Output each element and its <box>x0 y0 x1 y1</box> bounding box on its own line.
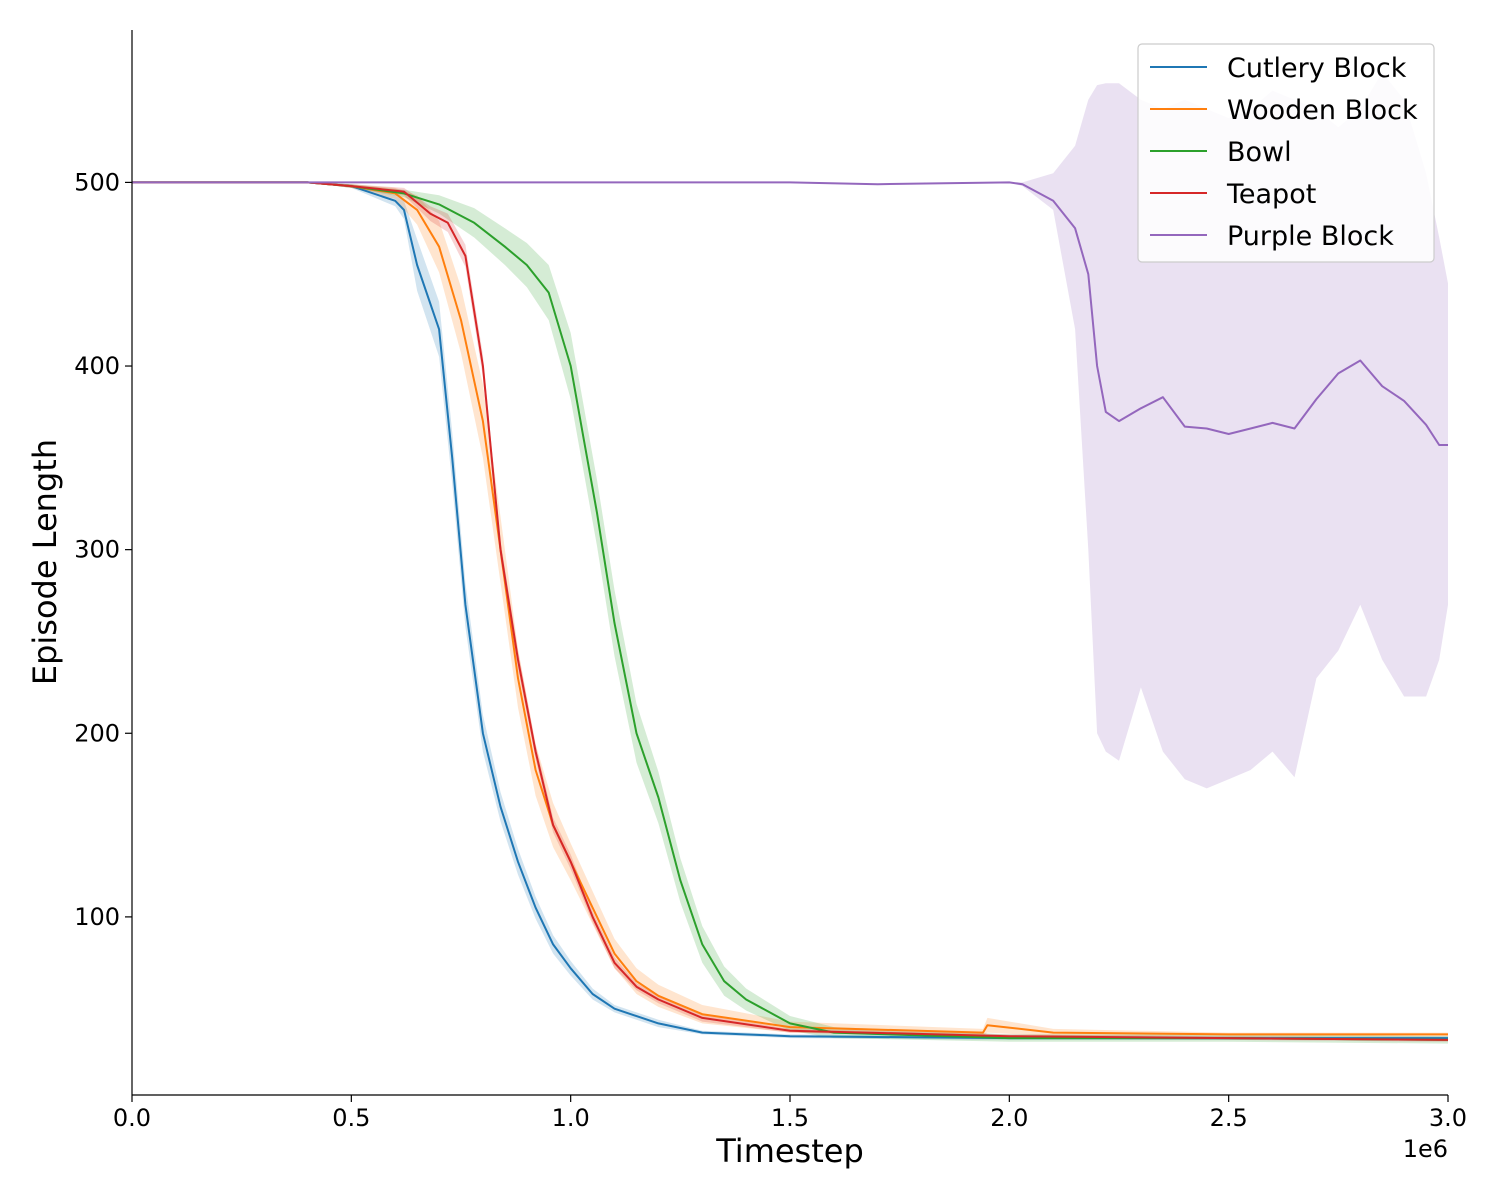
bowl-line <box>132 181 1449 1041</box>
y-tick-label: 200 <box>74 719 120 747</box>
legend: Cutlery Block Wooden Block Bowl Teapot Purpl… <box>1137 43 1435 263</box>
x-tick-label: 0.0 <box>113 1104 151 1132</box>
y-tick-label: 300 <box>74 536 120 564</box>
y-axis-title: Episode Length <box>26 439 64 685</box>
wooden-block-legend-label: Wooden Block <box>1227 95 1418 126</box>
x-tick-label: 1.0 <box>552 1104 590 1132</box>
cutlery-block-line <box>132 181 1448 1040</box>
x-axis-title: Timestep <box>715 1132 864 1170</box>
purple-block-band <box>132 72 1448 789</box>
teapot-line <box>132 181 1449 1041</box>
series-lines <box>132 181 1449 1041</box>
x-ticks: 0.0 0.5 1.0 1.5 2.0 2.5 3.0 <box>113 1095 1467 1132</box>
legend-box <box>1137 43 1435 263</box>
x-tick-label: 1.5 <box>771 1104 809 1132</box>
bowl-legend-label: Bowl <box>1227 137 1292 168</box>
x-tick-label: 3.0 <box>1429 1104 1467 1132</box>
y-tick-label: 500 <box>74 168 120 196</box>
purple-block-line <box>132 181 1448 446</box>
y-ticks: 100 200 300 400 500 <box>74 168 132 931</box>
confidence-bands <box>132 72 1448 1044</box>
teapot-legend-label: Teapot <box>1226 179 1316 210</box>
x-tick-label: 2.5 <box>1210 1104 1248 1132</box>
y-tick-label: 400 <box>74 352 120 380</box>
x-offset-label: 1e6 <box>1403 1135 1448 1163</box>
x-tick-label: 0.5 <box>332 1104 370 1132</box>
x-tick-label: 2.0 <box>990 1104 1028 1132</box>
cutlery-block-legend-label: Cutlery Block <box>1227 53 1407 84</box>
purple-block-legend-label: Purple Block <box>1227 221 1394 252</box>
y-tick-label: 100 <box>74 903 120 931</box>
